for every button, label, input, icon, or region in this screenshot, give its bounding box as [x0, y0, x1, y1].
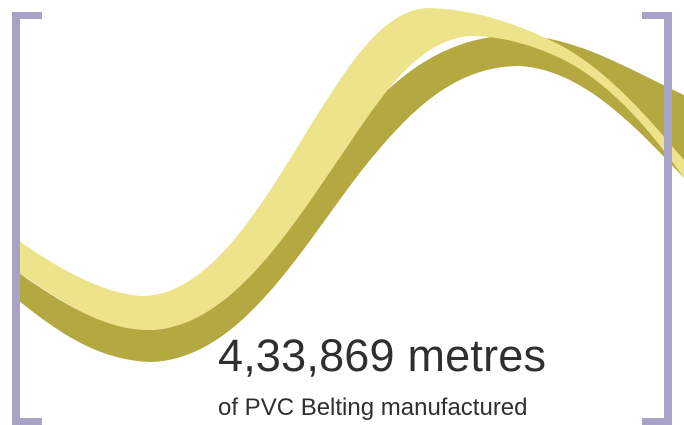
wave-ribbon-dark	[12, 35, 684, 362]
stat-value: 4,33,869 metres	[218, 330, 547, 381]
stat-caption: of PVC Belting manufactured	[218, 394, 528, 421]
wave-ribbon-light	[12, 8, 684, 330]
right-bracket	[642, 12, 672, 425]
left-bracket	[12, 12, 42, 425]
